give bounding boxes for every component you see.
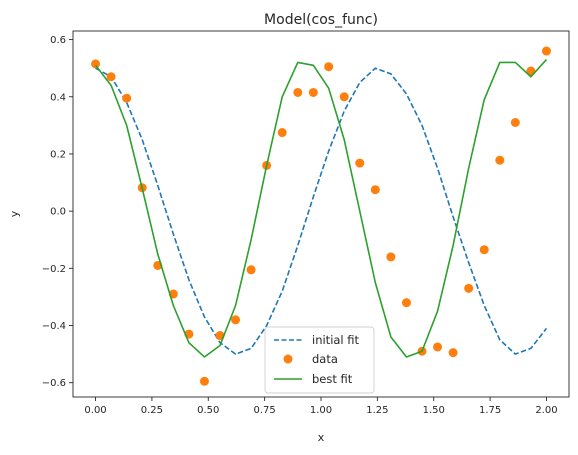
x-tick-label: 2.00 <box>535 405 557 416</box>
x-tick-label: 0.00 <box>84 405 106 416</box>
data-point <box>386 252 396 262</box>
legend-label-data: data <box>312 352 338 366</box>
x-axis-ticks: 0.00 0.25 0.50 0.75 1.00 1.25 1.50 1.75 2.00 <box>84 397 558 416</box>
legend: initial fit data best fit <box>264 326 375 394</box>
x-tick-label: 1.25 <box>366 405 388 416</box>
data-point <box>277 128 287 138</box>
data-point <box>324 62 334 72</box>
data-point <box>464 283 474 293</box>
y-axis-label: y <box>8 210 21 217</box>
data-point <box>339 92 349 102</box>
y-axis-ticks: −0.6 −0.4 −0.2 0.0 0.2 0.4 0.6 <box>42 35 73 389</box>
series-data <box>91 46 551 386</box>
series-best-fit <box>94 59 548 358</box>
x-tick-label: 1.75 <box>479 405 501 416</box>
y-tick-label: 0.6 <box>50 35 66 46</box>
y-tick-label: −0.2 <box>42 264 66 275</box>
series-line <box>95 67 548 355</box>
legend-label-initial-fit: initial fit <box>312 333 360 347</box>
data-point <box>308 87 318 97</box>
y-tick-label: 0.4 <box>50 92 66 103</box>
x-tick-label: 1.00 <box>310 405 332 416</box>
legend-swatch-data <box>283 354 293 364</box>
y-tick-label: 0.0 <box>50 207 66 218</box>
data-point <box>231 315 241 325</box>
legend-label-best-fit: best fit <box>312 372 353 386</box>
y-tick-label: 0.2 <box>50 149 66 160</box>
series-line <box>94 59 548 358</box>
legend-box <box>264 326 375 394</box>
x-tick-label: 1.50 <box>423 405 445 416</box>
data-point <box>122 93 132 103</box>
x-tick-label: 0.25 <box>141 405 163 416</box>
data-point <box>91 59 101 69</box>
data-point <box>510 118 520 127</box>
data-point <box>541 46 551 56</box>
y-tick-label: −0.6 <box>42 378 66 389</box>
x-tick-label: 0.50 <box>197 405 219 416</box>
data-point <box>355 158 365 168</box>
y-tick-label: −0.4 <box>42 321 66 332</box>
chart-title: Model(cos_func) <box>264 12 378 28</box>
x-tick-label: 0.75 <box>254 405 276 416</box>
data-point <box>433 342 443 352</box>
data-point <box>293 87 303 97</box>
data-point <box>370 185 380 195</box>
data-point <box>448 348 458 358</box>
data-point <box>106 72 116 82</box>
data-point <box>246 265 256 275</box>
x-axis-label: x <box>318 431 325 444</box>
series-initial-fit <box>95 67 548 355</box>
data-point <box>199 376 209 386</box>
data-point <box>401 298 411 308</box>
data-point <box>495 155 505 165</box>
data-point <box>479 245 489 255</box>
